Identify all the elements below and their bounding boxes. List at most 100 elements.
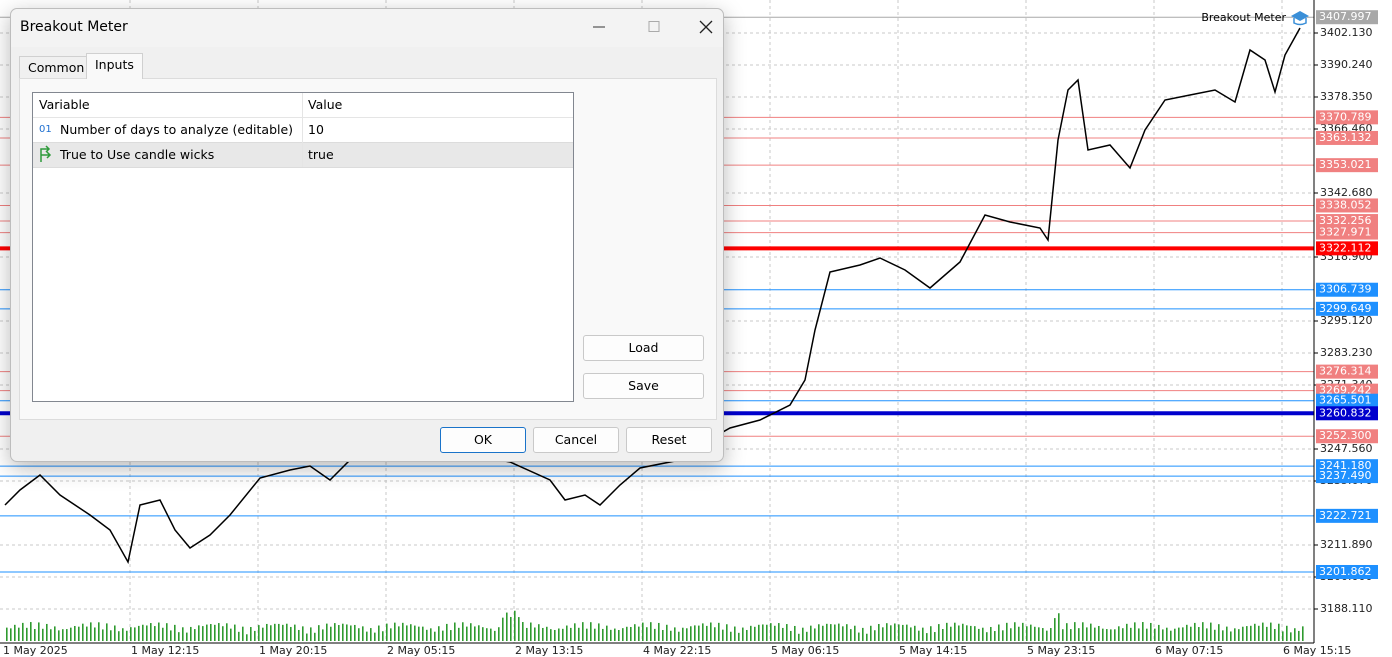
close-button[interactable] [699, 20, 713, 34]
volume-bar [14, 624, 16, 641]
volume-bar [342, 623, 344, 641]
volume-bar [78, 626, 80, 641]
tab[interactable]: Common [19, 56, 94, 78]
volume-bar [1002, 630, 1004, 641]
tab-active[interactable]: Inputs [86, 53, 143, 79]
variable-value[interactable]: 10 [308, 122, 324, 137]
volume-bar [1302, 626, 1304, 641]
reset-button[interactable]: Reset [626, 427, 712, 453]
volume-bar [602, 628, 604, 641]
volume-bar [1270, 622, 1272, 641]
volume-bar [254, 630, 256, 641]
volume-bar [1046, 630, 1048, 641]
y-tick-label: 3295.120 [1320, 314, 1373, 327]
volume-bar [1042, 628, 1044, 641]
volume-bar [1246, 626, 1248, 641]
volume-bar [646, 627, 648, 641]
volume-bar [754, 626, 756, 641]
volume-bar [158, 622, 160, 641]
volume-bar [854, 625, 856, 641]
volume-bar [434, 631, 436, 641]
volume-bar [870, 625, 872, 641]
volume-bar [926, 633, 928, 641]
volume-bar [294, 624, 296, 641]
volume-bar [634, 624, 636, 641]
variable-value[interactable]: true [308, 147, 334, 162]
volume-bar [1110, 629, 1112, 641]
column-divider [302, 118, 303, 167]
volume-bar [658, 622, 660, 641]
volume-bar [470, 623, 472, 641]
volume-bar [378, 625, 380, 641]
volume-bar [1038, 627, 1040, 641]
volume-bar [982, 627, 984, 641]
volume-bar [530, 622, 532, 641]
volume-bars [6, 610, 1304, 641]
level-tag [1316, 406, 1378, 421]
volume-bar [454, 622, 456, 641]
column-header: Variable [39, 97, 90, 112]
x-tick-label: 1 May 20:15 [259, 644, 327, 657]
y-tick-label: 3211.890 [1320, 538, 1373, 551]
volume-bar [1226, 626, 1228, 641]
volume-bar [758, 624, 760, 641]
volume-bar [238, 631, 240, 641]
volume-bar [650, 622, 652, 641]
volume-bar [1142, 622, 1144, 641]
volume-bar [318, 625, 320, 641]
tab-panel: Variable Value 01 Number of days to anal… [19, 78, 717, 420]
volume-bar [546, 626, 548, 641]
volume-bar [1010, 628, 1012, 641]
volume-bar [1214, 629, 1216, 641]
variable-name[interactable]: True to Use candle wicks [60, 147, 215, 162]
volume-bar [210, 624, 212, 641]
x-tick-label: 1 May 12:15 [131, 644, 199, 657]
selected-row[interactable] [33, 142, 573, 168]
volume-bar [726, 624, 728, 641]
volume-bar [818, 624, 820, 641]
volume-bar [6, 627, 8, 641]
volume-bar [558, 628, 560, 641]
volume-bar [526, 627, 528, 641]
volume-bar [502, 617, 504, 641]
volume-bar [62, 629, 64, 641]
cancel-button[interactable]: Cancel [533, 427, 619, 453]
volume-bar [50, 629, 52, 641]
volume-bar [122, 628, 124, 641]
save-button[interactable]: Save [583, 373, 704, 399]
variable-name[interactable]: Number of days to analyze (editable) [60, 122, 294, 137]
volume-bar [182, 627, 184, 641]
level-tag [1316, 198, 1378, 213]
volume-bar [366, 631, 368, 641]
volume-bar [522, 622, 524, 641]
level-tag [1316, 158, 1378, 173]
volume-bar [302, 626, 304, 641]
volume-bar [1194, 622, 1196, 641]
ok-button[interactable]: OK [440, 427, 526, 453]
level-label: 3269.242 [1319, 384, 1372, 397]
volume-bar [234, 624, 236, 641]
level-tag [1316, 282, 1378, 297]
volume-bar [1158, 624, 1160, 641]
volume-bar [394, 622, 396, 641]
volume-bar [1014, 622, 1016, 641]
volume-bar [162, 627, 164, 641]
level-label: 3276.314 [1319, 365, 1372, 378]
volume-bar [810, 625, 812, 641]
volume-bar [822, 625, 824, 641]
volume-bar [1150, 622, 1152, 641]
volume-bar [994, 631, 996, 641]
volume-bar [714, 627, 716, 641]
maximize-button[interactable] [648, 21, 660, 32]
column-header: Value [308, 97, 343, 112]
volume-bar [422, 626, 424, 641]
volume-bar [198, 625, 200, 641]
volume-bar [438, 626, 440, 641]
volume-bar [202, 626, 204, 641]
volume-bar [694, 625, 696, 641]
volume-bar [958, 625, 960, 641]
volume-bar [1166, 627, 1168, 641]
x-tick-label: 6 May 15:15 [1283, 644, 1351, 657]
dialog-title: Breakout Meter [20, 19, 128, 35]
load-button[interactable]: Load [583, 335, 704, 361]
